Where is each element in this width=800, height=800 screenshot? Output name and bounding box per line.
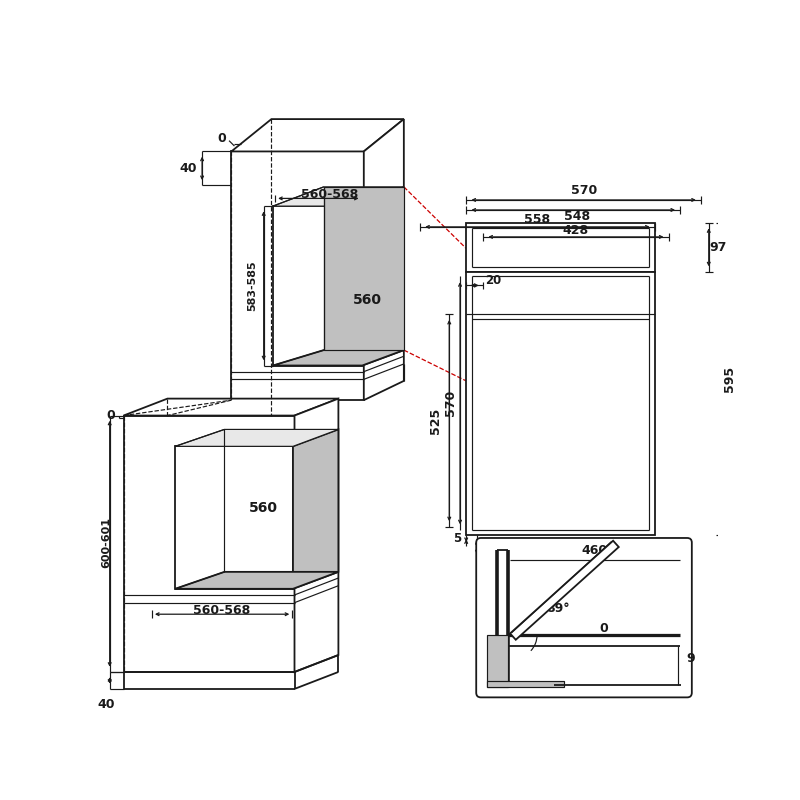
Text: 548: 548 (564, 210, 590, 222)
Text: 560-568: 560-568 (193, 604, 250, 617)
Text: 600-601: 600-601 (101, 517, 111, 568)
Circle shape (477, 543, 483, 550)
Polygon shape (362, 187, 404, 366)
Text: 97: 97 (710, 241, 726, 254)
Text: 0: 0 (217, 132, 226, 145)
Text: 525: 525 (429, 407, 442, 434)
Polygon shape (466, 223, 655, 271)
Bar (487, 635, 508, 686)
Text: 40: 40 (179, 162, 197, 175)
Text: 428: 428 (563, 224, 589, 238)
Text: 595: 595 (573, 573, 599, 586)
FancyBboxPatch shape (476, 538, 692, 698)
Polygon shape (175, 430, 338, 446)
Text: 570: 570 (444, 390, 458, 416)
Text: 570: 570 (570, 184, 597, 198)
Polygon shape (324, 187, 404, 350)
Text: 460: 460 (582, 544, 608, 557)
Text: 560: 560 (250, 501, 278, 515)
Polygon shape (294, 398, 338, 672)
Polygon shape (273, 350, 404, 366)
Polygon shape (123, 415, 294, 672)
Text: 9: 9 (686, 651, 695, 665)
Polygon shape (466, 271, 655, 535)
Text: 583-585: 583-585 (247, 260, 257, 310)
Text: 595: 595 (723, 366, 736, 392)
Text: 560-568: 560-568 (301, 188, 358, 201)
Text: 558: 558 (524, 213, 550, 226)
Polygon shape (123, 398, 338, 415)
Polygon shape (175, 572, 338, 589)
Polygon shape (510, 541, 618, 640)
Polygon shape (364, 119, 404, 400)
Polygon shape (293, 430, 338, 589)
Polygon shape (273, 187, 404, 206)
Text: 89°: 89° (546, 602, 570, 614)
Text: 0: 0 (107, 409, 116, 422)
Text: 560: 560 (353, 293, 382, 307)
Bar (487, 682, 564, 686)
Text: 0: 0 (600, 622, 609, 635)
Text: 40: 40 (97, 698, 114, 711)
Polygon shape (231, 119, 404, 151)
Text: 20: 20 (482, 553, 499, 566)
Text: 5: 5 (453, 532, 461, 546)
Polygon shape (231, 151, 364, 400)
Text: 20: 20 (485, 274, 502, 287)
